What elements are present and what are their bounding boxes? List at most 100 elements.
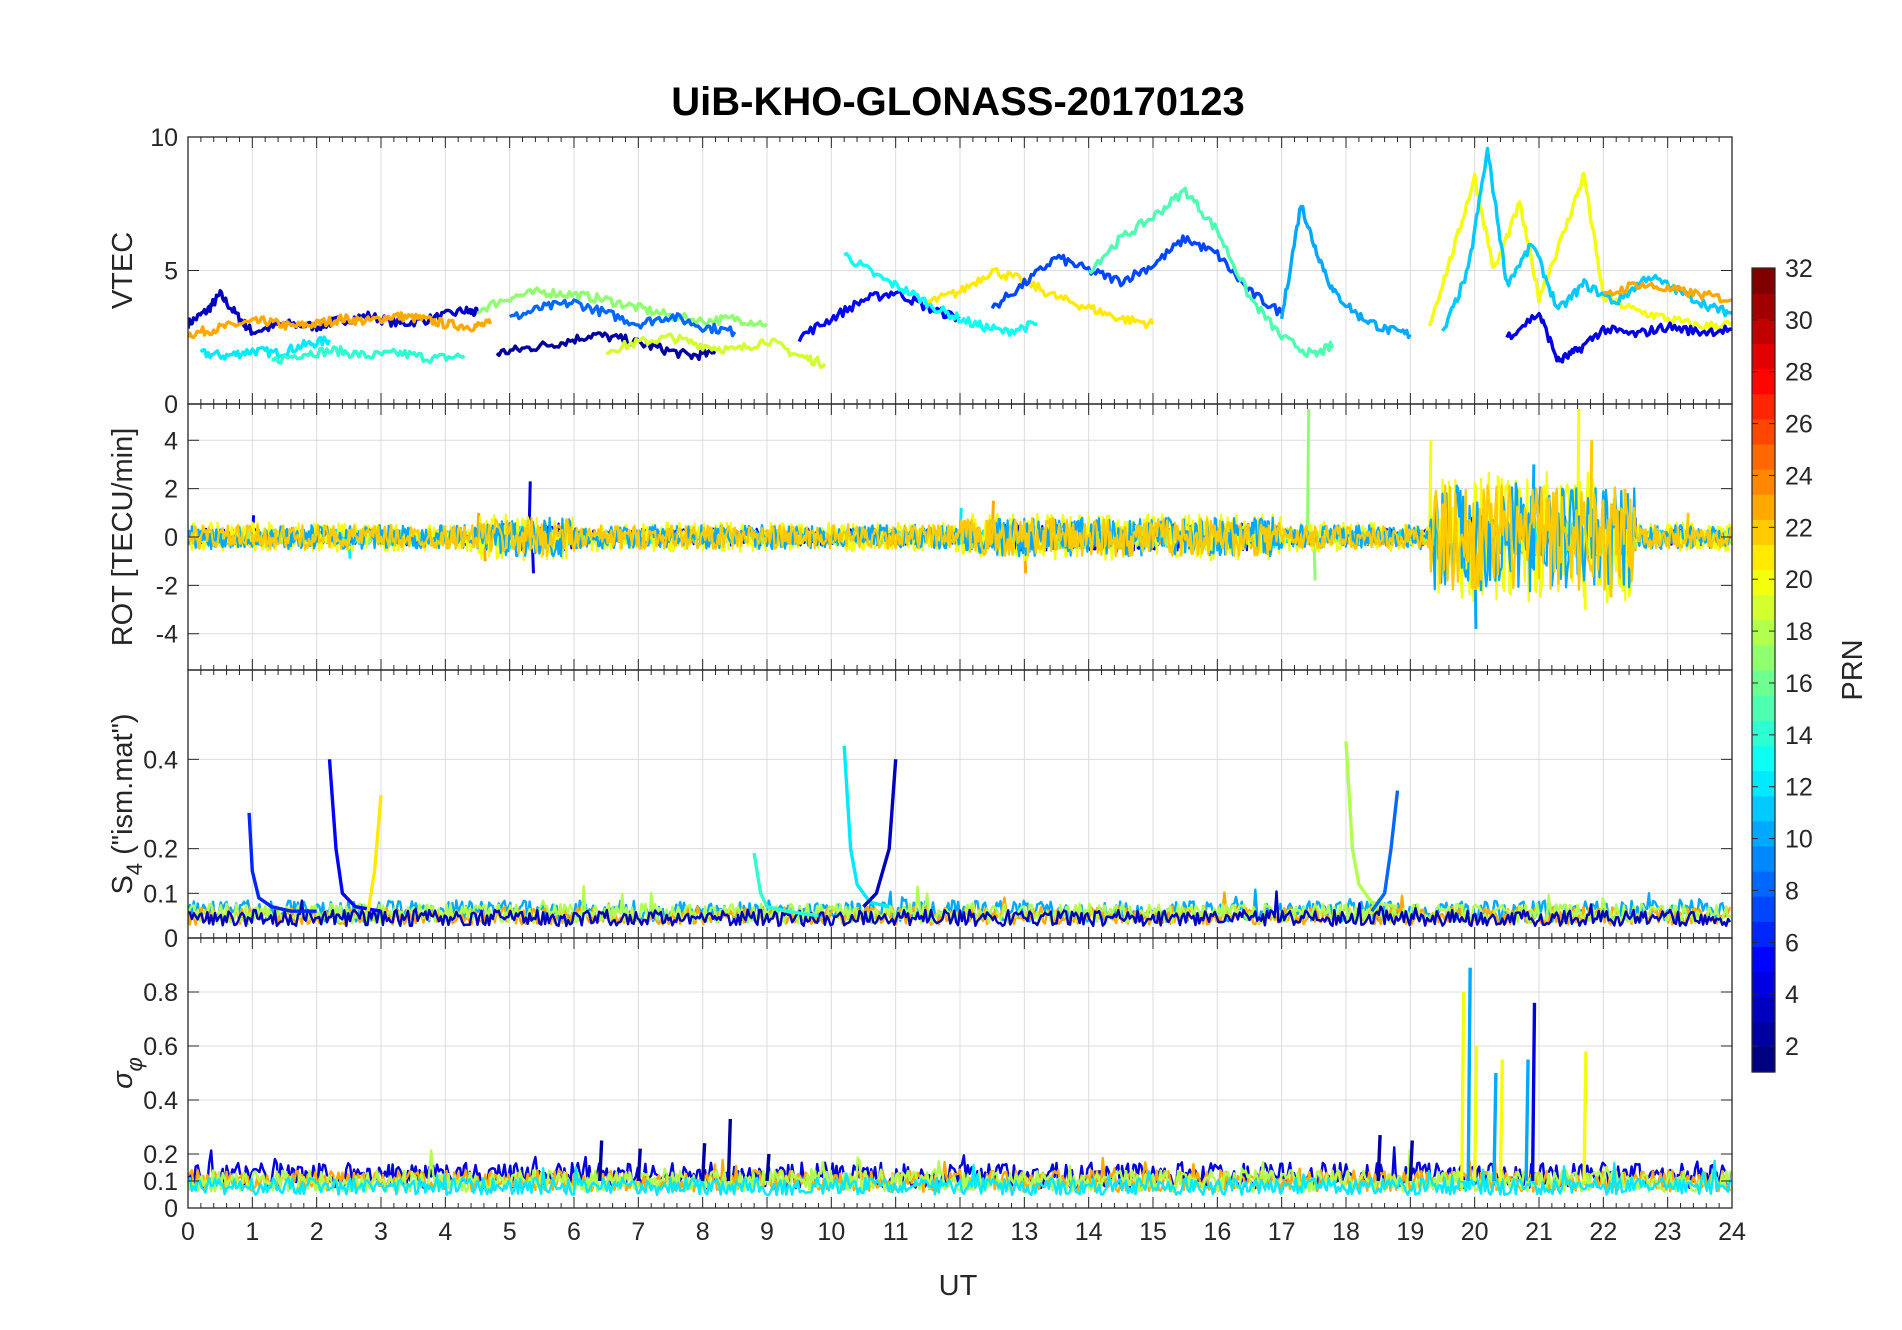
series-baseline-prn-3 xyxy=(188,890,1732,928)
colorbar-tick-label: 32 xyxy=(1785,255,1813,283)
colorbar-band xyxy=(1752,1021,1775,1048)
spike-prn-2 xyxy=(598,1140,604,1182)
y-tick-label-s4: 0.2 xyxy=(143,836,178,864)
series-prn-8 xyxy=(509,298,737,338)
x-tick-label: 12 xyxy=(946,1218,974,1246)
series-prn-3 xyxy=(188,289,480,336)
colorbar-tick-label: 20 xyxy=(1785,566,1813,594)
x-tick-label: 0 xyxy=(181,1218,195,1246)
series-prn-23 xyxy=(1602,281,1732,304)
rot-spike xyxy=(1305,408,1311,538)
colorbar-band xyxy=(1752,896,1775,922)
y-tick-label-sigma: 0.4 xyxy=(143,1087,178,1115)
y-tick-label-vtec: 0 xyxy=(164,391,178,419)
series-prn-14 xyxy=(271,345,466,365)
y-tick-label-rot: 2 xyxy=(164,476,178,504)
series-prn-15 xyxy=(1087,186,1335,359)
series-prn-13 xyxy=(843,252,1038,338)
spike-prn-10 xyxy=(1524,1059,1530,1182)
y-tick-label-vtec: 5 xyxy=(164,258,178,286)
spike-prn-2 xyxy=(1376,1135,1382,1182)
grid-s4 xyxy=(187,670,1733,939)
colorbar-band xyxy=(1752,544,1775,571)
colorbar-band xyxy=(1752,293,1775,319)
colorbar-tick-label: 24 xyxy=(1785,462,1813,490)
colorbar-band xyxy=(1752,946,1775,973)
x-tick-label: 16 xyxy=(1203,1218,1231,1246)
x-tick-label: 4 xyxy=(438,1218,452,1246)
series-prn-3 xyxy=(862,759,898,908)
colorbar-band xyxy=(1752,268,1775,294)
y-tick-label-s4: 0.1 xyxy=(143,880,178,908)
x-tick-labels: 0 1 2 3 4 5 6 7 8 9 10 11 12 13 14 15 16 17 18 19 20 21 22 23 24 xyxy=(181,1218,1746,1246)
rot-spike xyxy=(1588,440,1594,538)
y-tick-label-rot: -4 xyxy=(156,621,178,649)
colorbar-frame xyxy=(1751,267,1776,1073)
series-sigma xyxy=(188,967,1732,1197)
y-tick-label-s4: 0 xyxy=(164,925,178,953)
colorbar-tick-label: 16 xyxy=(1785,670,1813,698)
x-tick-label: 23 xyxy=(1654,1218,1682,1246)
colorbar-band xyxy=(1752,619,1775,646)
series-prn-10 xyxy=(1280,204,1412,340)
colorbar-band xyxy=(1752,569,1775,596)
y-axis-label-vtec: VTEC xyxy=(107,232,139,309)
x-tick-label: 17 xyxy=(1268,1218,1296,1246)
series-prn-21 xyxy=(927,267,1155,330)
colorbar-band xyxy=(1752,494,1775,520)
y-tick-label-sigma: 0.6 xyxy=(143,1033,178,1061)
series-prn-19 xyxy=(606,332,827,370)
chart-title: UiB-KHO-GLONASS-20170123 xyxy=(671,80,1245,124)
y-axis-label-rot: ROT [TECU/min] xyxy=(107,428,139,647)
spike-prn-2 xyxy=(636,1148,642,1182)
y-tick-label-s4: 0.4 xyxy=(143,746,178,774)
y-tick-label-rot: 4 xyxy=(164,427,178,455)
spike-prn-10 xyxy=(1492,1072,1498,1182)
colorbar-band xyxy=(1752,644,1775,671)
series-prn-7 xyxy=(990,234,1284,317)
x-tick-label: 18 xyxy=(1332,1218,1360,1246)
x-tick-label: 15 xyxy=(1139,1218,1167,1246)
grid-vtec xyxy=(187,136,1733,405)
colorbar-band xyxy=(1752,343,1775,370)
colorbar-tick-label: 10 xyxy=(1785,826,1813,854)
series-prn-4 xyxy=(1505,311,1732,364)
x-tick-label: 10 xyxy=(817,1218,845,1246)
colorbar-band xyxy=(1752,820,1775,847)
series-prn-12 xyxy=(199,335,332,361)
colorbar-band xyxy=(1752,996,1775,1023)
x-tick-label: 8 xyxy=(696,1218,710,1246)
spike-prn-20 xyxy=(1472,1045,1479,1182)
x-tick-label: 11 xyxy=(883,1218,909,1246)
colorbar-tick-label: 28 xyxy=(1785,359,1813,387)
colorbar-band xyxy=(1752,971,1775,998)
series-prn-22 xyxy=(188,484,1732,591)
spike-prn-2 xyxy=(700,1143,707,1182)
x-tick-label: 1 xyxy=(245,1218,259,1246)
colorbar-tick-label: 22 xyxy=(1785,514,1813,542)
colorbar-band xyxy=(1752,594,1775,621)
x-tick-label: 19 xyxy=(1396,1218,1424,1246)
colorbar-band xyxy=(1752,418,1775,445)
colorbar-band xyxy=(1752,1046,1775,1073)
colorbar-tick-label: 2 xyxy=(1785,1033,1799,1061)
spike-prn-2 xyxy=(726,1118,733,1182)
y-axis-label-s4: S4 ("ism.mat") xyxy=(107,713,147,894)
series-prn-23 xyxy=(188,311,493,340)
colorbar-band xyxy=(1752,519,1775,545)
y-tick-label-sigma: 0.1 xyxy=(143,1168,178,1196)
x-tick-label: 5 xyxy=(503,1218,517,1246)
series-prn-6 xyxy=(247,812,317,913)
colorbar-label: PRN xyxy=(1837,639,1869,700)
colorbar-tick-label: 4 xyxy=(1785,981,1799,1009)
panel-sigma: 00.10.2 0.4 0.6 0.8 σφ xyxy=(107,937,1733,1223)
series-prn-17 xyxy=(476,286,769,328)
colorbar-tick-label: 8 xyxy=(1785,877,1799,905)
colorbar-band xyxy=(1752,720,1775,746)
colorbar-band xyxy=(1752,670,1775,696)
series-rot xyxy=(188,408,1732,629)
colorbar-tick-label: 14 xyxy=(1785,722,1813,750)
series-prn-18 xyxy=(1344,741,1398,909)
series-vtec xyxy=(188,146,1732,370)
